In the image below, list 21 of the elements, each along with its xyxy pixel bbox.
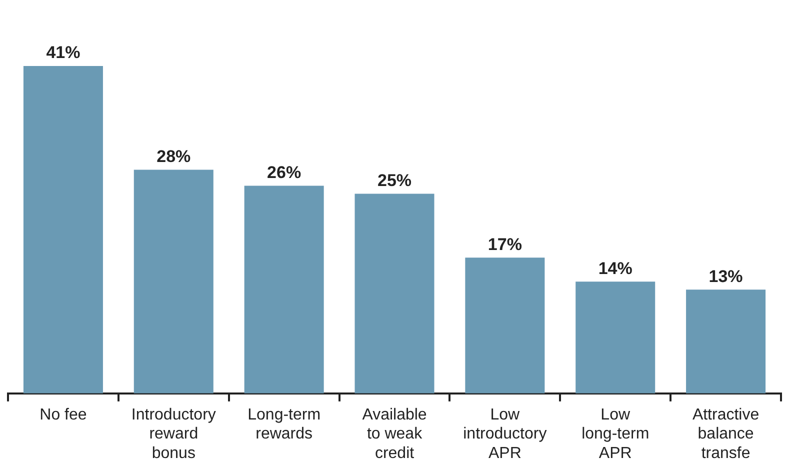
bar xyxy=(686,290,766,394)
bar xyxy=(134,170,214,394)
data-label: 13% xyxy=(708,266,743,286)
x-tick-label: Long-term rewards xyxy=(248,406,321,443)
x-tick-label: Available to weak credit xyxy=(362,406,427,462)
data-label: 14% xyxy=(598,258,632,278)
bar xyxy=(465,258,545,394)
data-label: 41% xyxy=(46,43,80,62)
x-tick-label: Low long-term APR xyxy=(582,406,650,462)
bar xyxy=(23,66,103,394)
x-tick-label: Attractive balance transfe xyxy=(692,406,760,462)
x-tick-label: Low introductory APR xyxy=(463,406,547,462)
bar xyxy=(576,282,656,394)
bar xyxy=(244,186,324,394)
data-label: 17% xyxy=(488,234,522,254)
data-label: 25% xyxy=(377,170,412,190)
data-label: 28% xyxy=(156,146,191,166)
data-label: 26% xyxy=(267,162,302,182)
bar xyxy=(354,194,434,394)
x-tick-label: Introductory reward bonus xyxy=(131,406,216,462)
x-tick-label: No fee xyxy=(40,406,87,424)
